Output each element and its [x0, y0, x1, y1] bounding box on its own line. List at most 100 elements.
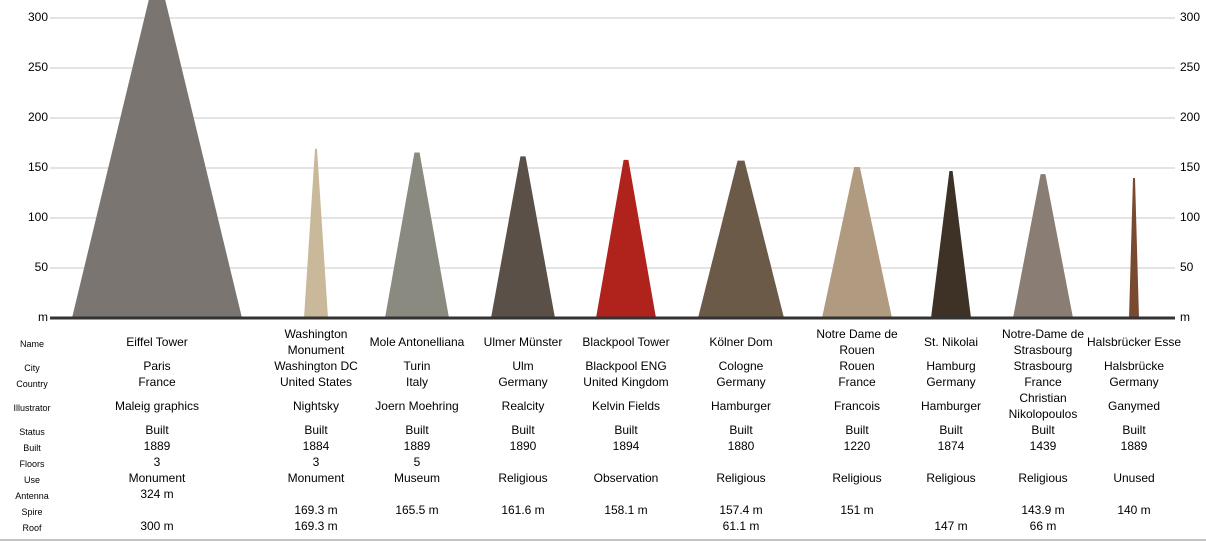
- building-name: Notre Dame de Rouen: [816, 327, 898, 357]
- building: [304, 148, 328, 318]
- table-cell: Unused: [1113, 471, 1155, 485]
- table-cell: 169.3 m: [294, 519, 338, 533]
- table-cell: 1889: [1120, 439, 1148, 453]
- building-name: Ulmer Münster: [483, 335, 563, 349]
- row-label: Antenna: [15, 491, 49, 501]
- table-cell: France: [1024, 375, 1062, 389]
- building: [1129, 178, 1139, 318]
- table-cell: 143.9 m: [1021, 503, 1065, 517]
- y2-tick-label: 150: [1180, 160, 1200, 174]
- table-cell: Built: [145, 423, 169, 437]
- table-cell: 324 m: [140, 487, 174, 501]
- row-label: Roof: [22, 523, 42, 533]
- table-cell: Religious: [832, 471, 882, 485]
- y-tick-label: 200: [28, 110, 48, 124]
- y-tick-label: 250: [28, 60, 48, 74]
- table-cell: 66 m: [1029, 519, 1057, 533]
- table-cell: Ganymed: [1107, 399, 1161, 413]
- table-cell: Paris: [143, 359, 171, 373]
- building-name: Halsbrücker Esse: [1086, 335, 1182, 349]
- table-cell: 5: [413, 455, 421, 469]
- y-tick-label: 100: [28, 210, 48, 224]
- table-cell: Ulm: [512, 359, 534, 373]
- y2-tick-label: 250: [1180, 60, 1200, 74]
- table-cell: 1439: [1029, 439, 1057, 453]
- building-name: Eiffel Tower: [126, 335, 188, 349]
- table-cell: 165.5 m: [395, 503, 439, 517]
- y-tick-label: 50: [35, 260, 49, 274]
- table-cell: United Kingdom: [583, 375, 669, 389]
- table-cell: 3: [153, 455, 161, 469]
- table-cell: Religious: [1018, 471, 1068, 485]
- table-cell: Maleig graphics: [114, 399, 200, 413]
- table-cell: 161.6 m: [501, 503, 545, 517]
- table-cell: Museum: [393, 471, 440, 485]
- table-cell: Monument: [128, 471, 186, 485]
- y-tick-label: 300: [28, 10, 48, 24]
- row-label: Use: [23, 475, 41, 485]
- y2-tick-label: m: [1180, 310, 1190, 324]
- table-cell: Italy: [405, 375, 428, 389]
- row-label: Status: [19, 427, 45, 437]
- building: [72, 0, 242, 318]
- building-name: St. Nikolai: [923, 335, 979, 349]
- building: [491, 156, 555, 318]
- building: [596, 159, 656, 318]
- row-label: Spire: [21, 507, 43, 517]
- row-label: Illustrator: [13, 403, 51, 413]
- table-cell: Built: [405, 423, 429, 437]
- y-tick-label: 150: [28, 160, 48, 174]
- building: [822, 167, 892, 318]
- table-cell: Built: [614, 423, 638, 437]
- row-label: Country: [16, 379, 48, 389]
- building: [385, 152, 449, 318]
- table-cell: Christian Nikolopoulos: [1008, 391, 1078, 421]
- row-label: Name: [19, 339, 45, 349]
- table-cell: 169.3 m: [294, 503, 338, 517]
- table-cell: Monument: [287, 471, 345, 485]
- table-cell: United States: [279, 375, 353, 389]
- building-name: Kölner Dom: [709, 335, 773, 349]
- table-cell: Nightsky: [292, 399, 339, 413]
- building: [698, 160, 784, 318]
- table-cell: 1894: [612, 439, 640, 453]
- table-cell: Blackpool ENG: [585, 359, 667, 373]
- table-cell: 1220: [843, 439, 871, 453]
- table-cell: Religious: [716, 471, 766, 485]
- row-label: Built: [23, 443, 41, 453]
- table-cell: Germany: [1109, 375, 1159, 389]
- table-cell: 151 m: [840, 503, 874, 517]
- table-cell: Rouen: [839, 359, 875, 373]
- building-name: Washington Monument: [284, 327, 348, 357]
- table-cell: 140 m: [1117, 503, 1151, 517]
- table-cell: Joern Moehring: [375, 399, 459, 413]
- building-name: Blackpool Tower: [582, 335, 670, 349]
- y2-tick-label: 50: [1180, 260, 1194, 274]
- table-cell: Built: [845, 423, 869, 437]
- table-cell: Built: [511, 423, 535, 437]
- y2-tick-label: 300: [1180, 10, 1200, 24]
- y2-tick-label: 100: [1180, 210, 1200, 224]
- table-cell: Cologne: [718, 359, 764, 373]
- table-cell: Hamburg: [926, 359, 976, 373]
- table-cell: 157.4 m: [719, 503, 763, 517]
- y-tick-label: m: [38, 310, 48, 324]
- table-cell: Built: [1122, 423, 1146, 437]
- table-cell: Religious: [926, 471, 976, 485]
- table-cell: Strasbourg: [1013, 359, 1073, 373]
- table-cell: Built: [304, 423, 328, 437]
- table-cell: 3: [312, 455, 320, 469]
- table-cell: Hamburger: [710, 399, 772, 413]
- table-cell: Religious: [498, 471, 548, 485]
- table-cell: Germany: [498, 375, 548, 389]
- table-cell: Hamburger: [920, 399, 982, 413]
- table-cell: Built: [1031, 423, 1055, 437]
- y2-tick-label: 200: [1180, 110, 1200, 124]
- row-label: Floors: [19, 459, 45, 469]
- table-cell: France: [838, 375, 876, 389]
- table-cell: Francois: [833, 399, 880, 413]
- table-cell: 300 m: [140, 519, 174, 533]
- table-cell: Turin: [403, 359, 431, 373]
- table-cell: 61.1 m: [722, 519, 760, 533]
